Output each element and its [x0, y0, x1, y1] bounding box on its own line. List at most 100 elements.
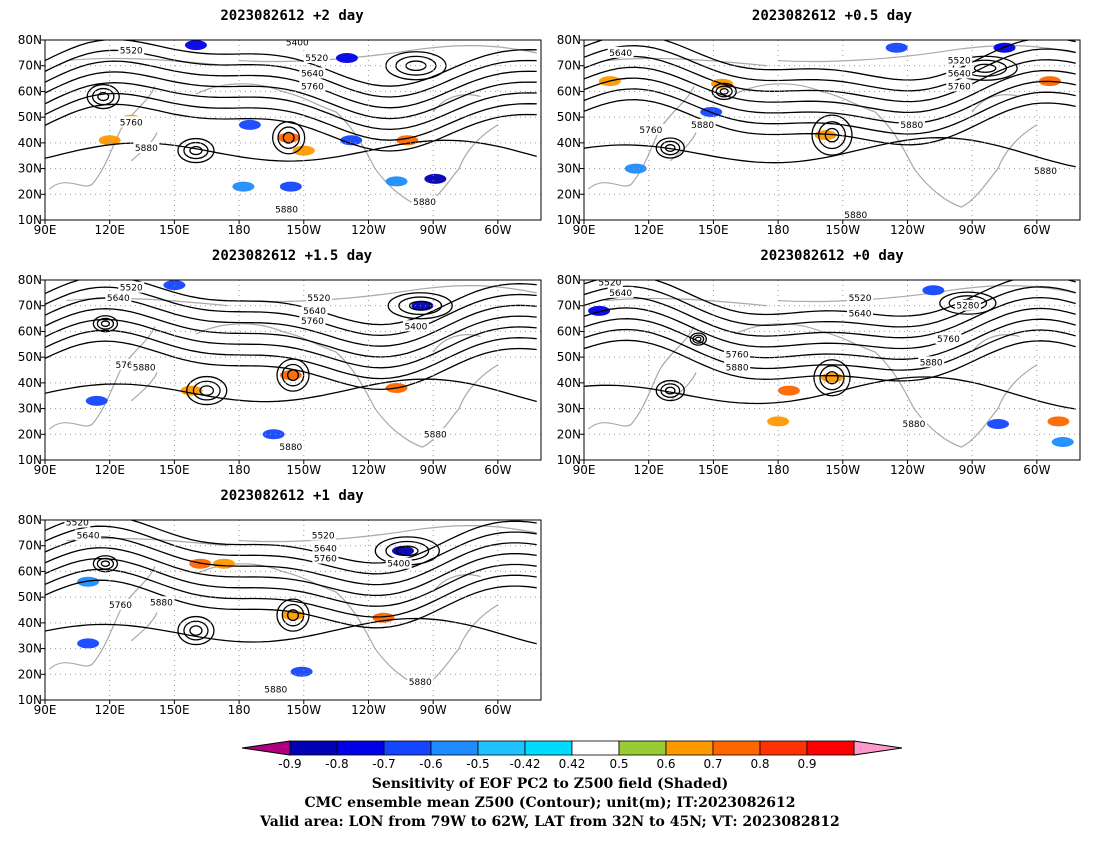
colorbar-bin: [336, 740, 385, 756]
contour-label-bg: [724, 348, 751, 360]
contour-label: 5880: [150, 598, 173, 608]
contour-line: [584, 280, 1076, 317]
contour-label: 5760: [120, 118, 143, 128]
shading-patch: [1051, 437, 1074, 447]
x-tick-label: 150E: [159, 703, 190, 717]
contour-label-bg: [898, 118, 925, 130]
shading-patch: [279, 181, 302, 192]
contour-label: 5760: [639, 126, 662, 136]
contour-closed: [186, 375, 228, 406]
contour-closed: [824, 127, 840, 143]
contour-label: 5280: [956, 302, 979, 312]
contour-closed: [96, 317, 115, 330]
y-tick-label: 80N: [18, 513, 42, 527]
shading-patch: [391, 545, 414, 556]
panel-title: 2023082612 +2 day: [220, 8, 364, 24]
contour-closed: [719, 88, 729, 95]
coastline: [195, 83, 337, 113]
x-tick-label: 90W: [420, 703, 447, 717]
panel-title: 2023082612 +1.5 day: [212, 248, 373, 264]
contour-line: [45, 308, 537, 358]
contour-line: [584, 88, 1076, 135]
contour-label: 5880: [413, 198, 436, 208]
contour-label: 5640: [314, 544, 337, 554]
contour-closed: [276, 598, 310, 632]
shading-patch: [212, 558, 235, 569]
contour-label-bg: [724, 361, 751, 373]
shading-patch: [1047, 416, 1070, 427]
colorbar-bin: [665, 740, 714, 756]
contour-closed: [272, 121, 306, 155]
contour-label: 5520: [948, 57, 971, 67]
contour-closed: [973, 63, 997, 73]
colorbar-right-arrow: [853, 740, 903, 756]
shading-patch: [335, 53, 358, 63]
panel-3: 2023082612 +0 day 5520564055205640528057…: [557, 248, 1081, 477]
x-tick-label: 150W: [825, 463, 860, 477]
contour-label-bg: [262, 683, 289, 695]
colorbar-tick-label: -0.42: [509, 757, 540, 771]
contour-label: 5760: [301, 82, 324, 92]
contour-closed: [660, 140, 681, 156]
y-tick-label: 30N: [18, 402, 42, 416]
colorbar-tick-label: -0.7: [372, 757, 395, 771]
contour-label: 5640: [609, 289, 632, 299]
colorbar: -0.9 -0.8 -0.7 -0.6 -0.5 -0.42 0.42 0.5 0.6 0.7 0.…: [241, 740, 903, 771]
colorbar-bin: [430, 740, 479, 756]
colorbar-left-arrow: [241, 740, 291, 756]
contour-label: 5640: [609, 49, 632, 59]
y-tick-label: 30N: [557, 162, 581, 176]
shading-patch: [385, 176, 408, 187]
y-tick-label: 10N: [557, 213, 581, 227]
contour-line: [45, 60, 537, 109]
contour-line: [45, 280, 537, 326]
coastline: [874, 111, 1038, 208]
contour-line: [45, 520, 537, 564]
contour-label: 5760: [937, 335, 960, 345]
x-tick-label: 180: [767, 223, 790, 237]
contour-closed: [276, 358, 310, 392]
contour-label-bg: [847, 307, 874, 319]
contour-label: 5880: [279, 443, 302, 453]
y-tick-label: 70N: [18, 59, 42, 73]
panel-title: 2023082612 +1 day: [220, 488, 364, 504]
contour-line: [45, 297, 537, 347]
contour-label: 5880: [902, 420, 925, 430]
coastline: [48, 566, 156, 670]
contour-label: 5520: [305, 54, 328, 64]
colorbar-bin: [806, 740, 855, 756]
contour-closed: [655, 379, 685, 402]
contour-label: 5520: [307, 294, 330, 304]
colorbar-bin: [477, 740, 526, 756]
coastline: [734, 83, 876, 113]
y-tick-label: 40N: [18, 616, 42, 630]
contour-closed: [282, 131, 295, 144]
coastline: [48, 326, 156, 430]
panel-0: 2023082612 +2 day 5400 5520 5520 5640 5760 57…: [18, 8, 542, 237]
contour-label: 5760: [948, 82, 971, 92]
y-tick-label: 20N: [18, 427, 42, 441]
colorbar-tick-label: 0.9: [797, 757, 816, 771]
contour-label: 5880: [424, 430, 447, 440]
contour-label: 5880: [135, 144, 158, 154]
contour-closed: [387, 292, 453, 320]
contour-label-bg: [284, 40, 311, 48]
x-tick-label: 120W: [351, 223, 386, 237]
colorbar-tick-label: -0.8: [325, 757, 348, 771]
contour-label: 5880: [691, 121, 714, 131]
contour-label-bg: [918, 356, 945, 368]
contour-label-bg: [312, 552, 339, 564]
contour-label-bg: [105, 292, 132, 303]
contour-closed: [395, 545, 419, 557]
panel-title: 2023082612 +0 day: [760, 248, 904, 264]
shading-patch: [85, 395, 108, 406]
contour-label: 5760: [115, 361, 138, 371]
coastline: [587, 86, 695, 190]
coastline: [66, 57, 229, 67]
y-tick-label: 60N: [18, 324, 42, 338]
contour-label-bg: [407, 676, 434, 687]
contour-label-bg: [946, 54, 973, 66]
contour-label: 5640: [77, 531, 100, 541]
